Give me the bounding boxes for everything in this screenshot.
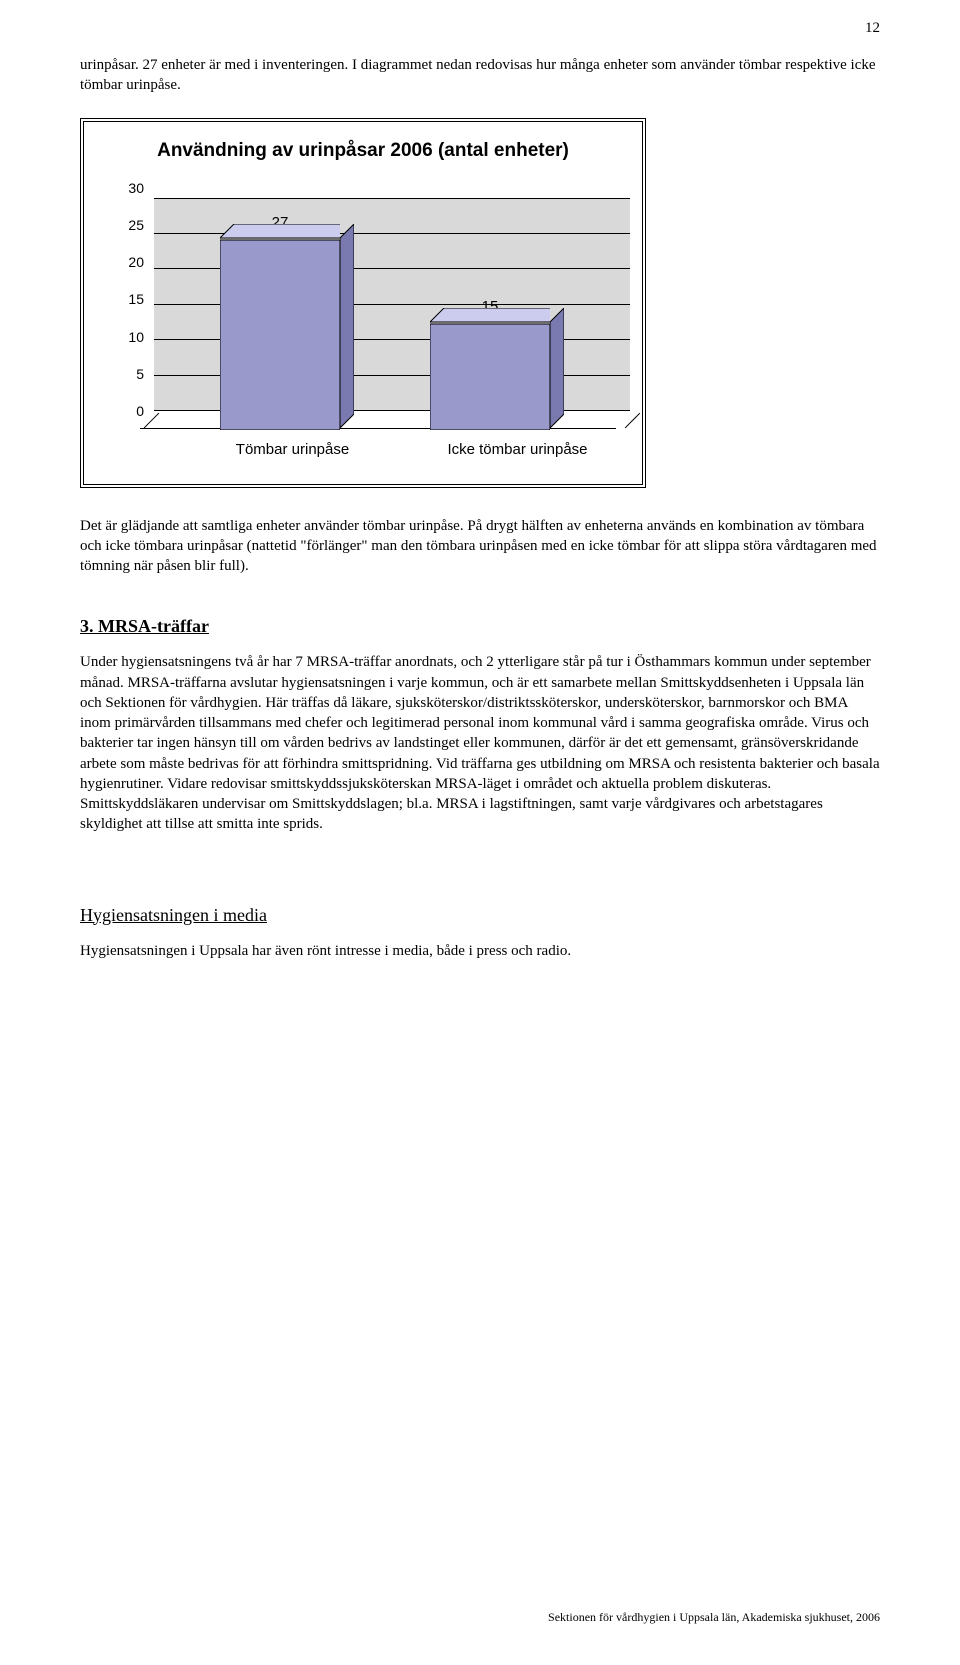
ytick: 20 <box>128 254 144 270</box>
paragraph-after-chart: Det är glädjande att samtliga enheter an… <box>80 516 880 577</box>
intro-paragraph: urinpåsar. 27 enheter är med i inventeri… <box>80 55 880 96</box>
section3-body: Under hygiensatsningens två år har 7 MRS… <box>80 652 880 834</box>
page-number: 12 <box>865 20 880 37</box>
chart-title: Användning av urinpåsar 2006 (antal enhe… <box>106 140 620 162</box>
bar-front-face <box>430 322 550 430</box>
ytick: 25 <box>128 217 144 233</box>
media-body: Hygiensatsningen i Uppsala har även rönt… <box>80 941 880 961</box>
bar-front-face <box>220 238 340 430</box>
bar-side-face <box>340 224 354 430</box>
ytick: 10 <box>128 329 144 345</box>
x-label: Tömbar urinpåse <box>203 441 383 458</box>
chart-plot: 30 25 20 15 10 5 0 <box>106 180 620 470</box>
section-heading-mrsa: 3. MRSA-träffar <box>80 616 880 637</box>
footer-text: Sektionen för vårdhygien i Uppsala län, … <box>548 1610 880 1625</box>
ytick: 30 <box>128 180 144 196</box>
ytick: 0 <box>136 403 144 419</box>
floor-edge <box>625 412 641 428</box>
bar-tombar: 27 <box>220 238 340 428</box>
bar-side-face <box>550 308 564 430</box>
gridline <box>154 198 630 199</box>
ytick: 5 <box>136 366 144 382</box>
bar-icke-tombar: 15 <box>430 322 550 428</box>
chart-inner: Användning av urinpåsar 2006 (antal enhe… <box>83 121 643 485</box>
y-axis: 30 25 20 15 10 5 0 <box>106 180 150 420</box>
x-axis: Tömbar urinpåse Icke tömbar urinpåse <box>150 441 620 458</box>
x-label: Icke tömbar urinpåse <box>428 441 608 458</box>
chart-container: Användning av urinpåsar 2006 (antal enhe… <box>80 118 646 488</box>
plot-area: 27 <box>150 180 620 470</box>
ytick: 15 <box>128 291 144 307</box>
section-heading-media: Hygiensatsningen i media <box>80 905 880 926</box>
